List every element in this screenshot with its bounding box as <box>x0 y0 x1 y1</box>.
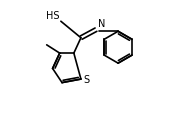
Text: HS: HS <box>46 11 60 21</box>
Text: N: N <box>98 19 105 29</box>
Text: S: S <box>84 75 90 85</box>
